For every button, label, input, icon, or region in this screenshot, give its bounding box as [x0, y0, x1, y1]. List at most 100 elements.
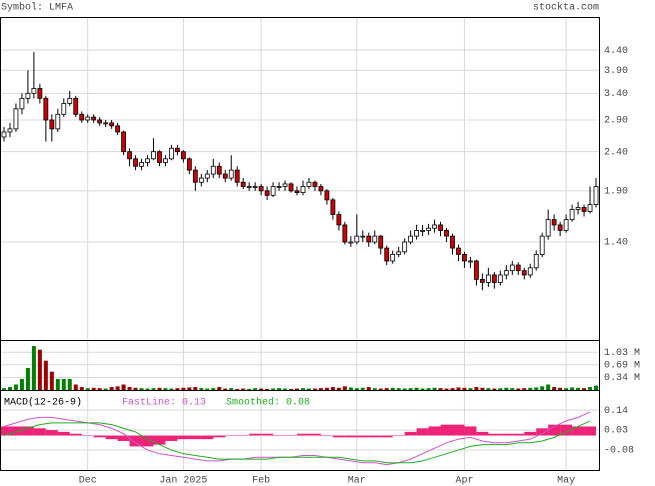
volume-bar — [103, 388, 108, 390]
candle-body — [593, 186, 599, 206]
candle-body — [300, 186, 306, 194]
candle-body — [426, 227, 431, 231]
volume-bar — [318, 388, 323, 390]
candle-body — [408, 235, 414, 243]
volume-bar — [1, 388, 6, 390]
x-tick-label: Dec — [79, 476, 97, 486]
macd-histogram-bar — [512, 433, 525, 436]
volume-bar — [396, 388, 401, 390]
candle-body — [186, 158, 192, 171]
macd-histogram-bar — [201, 435, 214, 440]
candle-body — [545, 219, 551, 237]
source-label: stockta.com — [533, 2, 599, 14]
volume-bar — [342, 386, 347, 390]
candle-body — [31, 88, 37, 94]
volume-bar — [462, 387, 467, 390]
macd-histogram-bar — [249, 433, 262, 436]
macd-histogram-bar — [560, 424, 573, 436]
volume-bar — [552, 387, 557, 390]
macd-histogram-bar — [356, 435, 369, 438]
candle-body — [115, 125, 121, 133]
volume-bar — [366, 387, 371, 390]
volume-bar — [570, 387, 575, 390]
candle-body — [539, 235, 545, 255]
candle-body — [384, 247, 390, 262]
candle-body — [587, 204, 593, 212]
volume-bar — [312, 388, 317, 390]
macd-histogram-bar — [33, 428, 46, 436]
macd-histogram-bar — [129, 435, 142, 447]
candle-body — [438, 224, 443, 231]
candle-body — [444, 230, 449, 237]
volume-bar — [247, 388, 252, 390]
volume-bar — [582, 388, 587, 390]
macd-histogram-bar — [141, 435, 154, 447]
volume-bar — [271, 388, 276, 390]
volume-bar — [139, 388, 144, 390]
volume-bar — [25, 368, 30, 390]
candle-body — [61, 103, 67, 115]
macd-histogram-bar — [45, 430, 58, 436]
volume-bar — [115, 386, 120, 390]
candle-body — [420, 230, 425, 232]
candle-body — [456, 247, 461, 255]
volume-bar — [408, 388, 413, 390]
volume-bar — [121, 384, 126, 390]
volume-bar — [474, 387, 479, 390]
volume-bar — [414, 387, 419, 390]
candle-body — [240, 181, 246, 187]
macd-title: MACD(12-26-9) — [4, 397, 82, 409]
volume-bar — [235, 388, 240, 390]
volume-bar — [360, 387, 365, 390]
volume-bar — [13, 384, 18, 390]
candle-body — [575, 207, 581, 210]
volume-bar — [265, 388, 270, 390]
volume-bar — [31, 346, 36, 390]
y-tick-label: 2.90 — [604, 116, 628, 127]
volume-bar — [55, 379, 60, 390]
candle-body — [204, 173, 210, 179]
candle-body — [533, 254, 539, 269]
macd-histogram-bar — [93, 435, 106, 438]
volume-tick-label: 0.34 M — [604, 373, 640, 384]
macd-histogram-bar — [189, 435, 202, 440]
volume-bar — [91, 387, 96, 390]
volume-bar — [420, 388, 425, 390]
candle-body — [258, 186, 264, 192]
candle-body — [121, 131, 126, 153]
macd-histogram-bar — [9, 426, 22, 436]
candle-body — [79, 113, 85, 121]
macd-histogram-bar — [117, 435, 130, 441]
candle-body — [462, 254, 467, 262]
macd-histogram-bar — [320, 435, 333, 437]
candle-body — [276, 186, 282, 188]
candle-body — [372, 235, 378, 243]
volume-bar — [193, 387, 198, 390]
macd-histogram-bar — [332, 435, 345, 438]
volume-bar — [486, 388, 491, 390]
candle-body — [396, 251, 402, 255]
macd-histogram-bar — [548, 424, 561, 436]
macd-panel-border — [0, 390, 600, 471]
macd-line — [3, 420, 591, 464]
volume-bar — [516, 388, 521, 390]
candle-body — [390, 254, 396, 262]
volume-bar — [450, 388, 455, 390]
candle-body — [450, 235, 455, 249]
macd-histogram-bar — [488, 433, 501, 436]
candle-body — [432, 224, 437, 229]
macd-histogram-bar — [237, 435, 250, 437]
candle-body — [180, 151, 186, 160]
candle-body — [581, 207, 587, 212]
volume-bar — [127, 387, 132, 390]
candle-body — [145, 158, 150, 163]
volume-bar — [67, 379, 72, 390]
candle-body — [485, 274, 491, 283]
candle-body — [7, 128, 13, 133]
macd-histogram-bar — [404, 431, 417, 436]
candle-body — [151, 151, 156, 160]
macd-histogram-bar — [500, 433, 513, 436]
candle-body — [294, 190, 300, 194]
volume-bar — [480, 387, 485, 390]
